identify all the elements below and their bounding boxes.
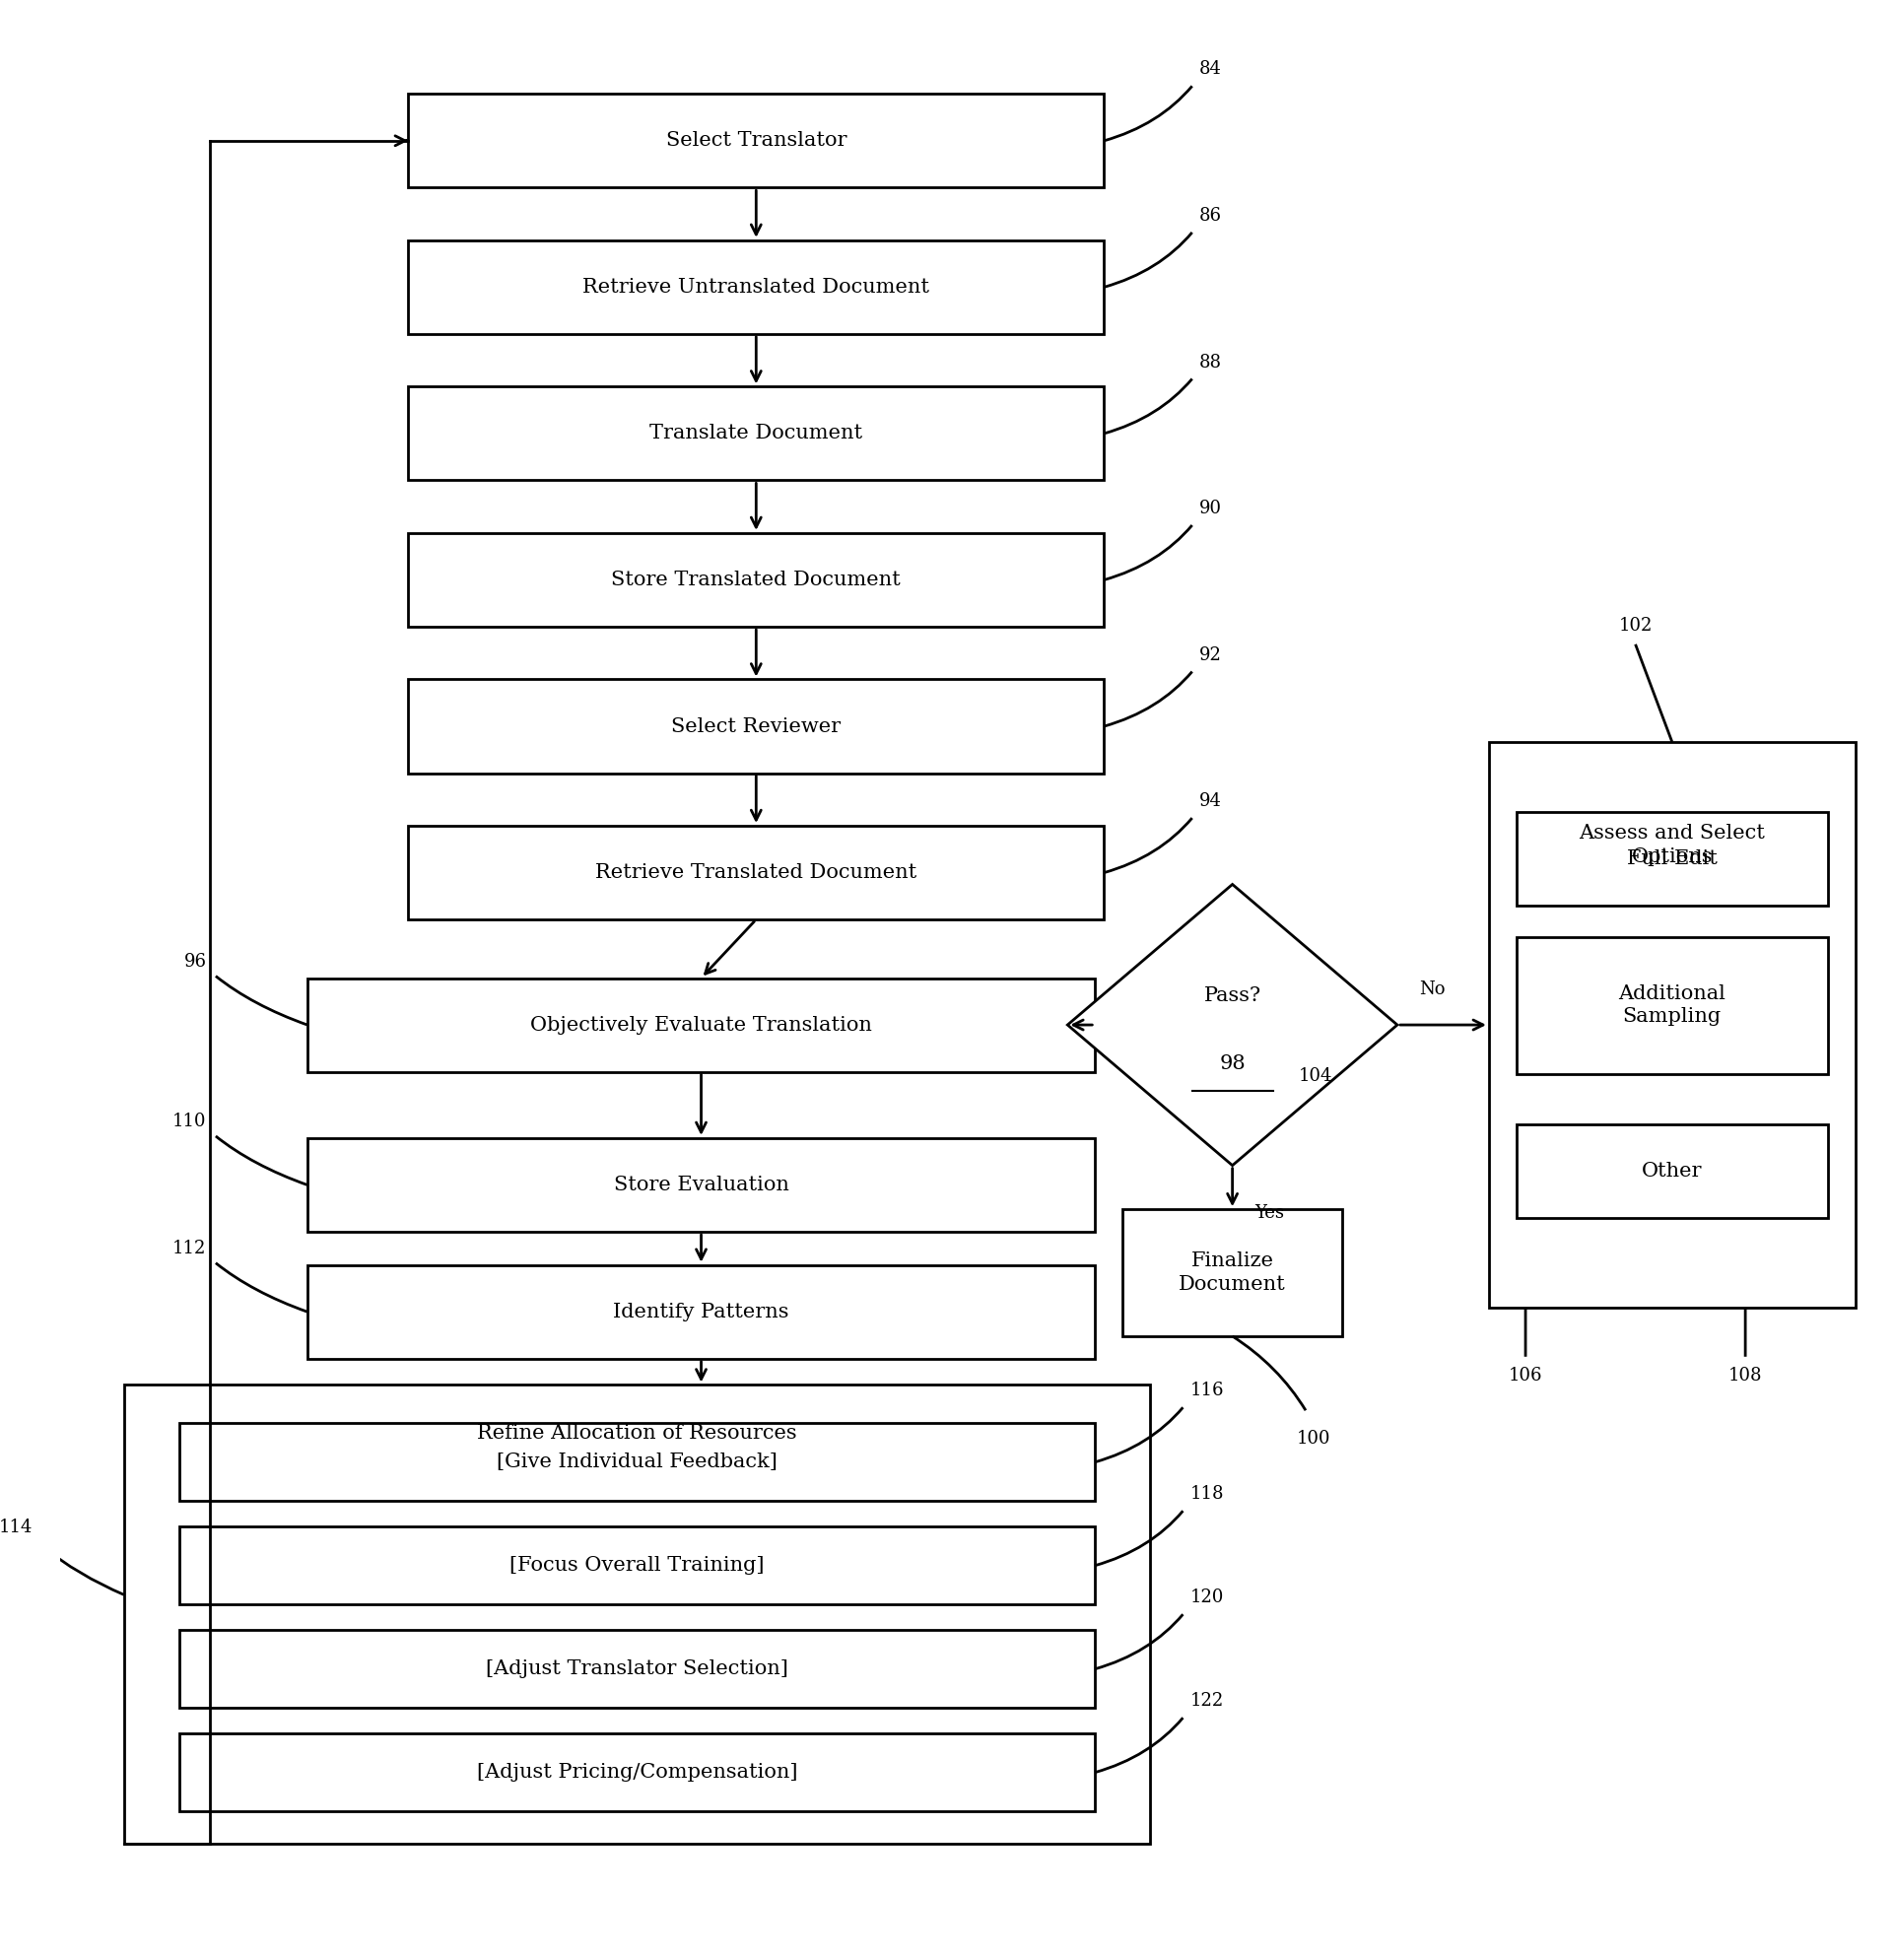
Bar: [178, 1631, 1095, 1707]
Polygon shape: [1067, 884, 1397, 1166]
Text: Pass?: Pass?: [1203, 986, 1260, 1005]
Text: Select Translator: Select Translator: [665, 131, 845, 151]
Text: 94: 94: [1200, 792, 1222, 809]
Text: 102: 102: [1618, 617, 1652, 635]
Bar: [1516, 937, 1827, 1074]
Text: Store Translated Document: Store Translated Document: [610, 570, 900, 590]
Bar: [407, 533, 1103, 627]
Text: 86: 86: [1200, 208, 1222, 225]
Text: 112: 112: [172, 1239, 207, 1256]
Text: 120: 120: [1190, 1590, 1224, 1607]
Bar: [178, 1527, 1095, 1605]
Bar: [307, 978, 1095, 1072]
Text: Retrieve Untranslated Document: Retrieve Untranslated Document: [582, 278, 929, 296]
Text: Assess and Select
Options: Assess and Select Options: [1579, 823, 1764, 866]
Bar: [178, 1423, 1095, 1501]
Text: 108: 108: [1728, 1366, 1762, 1384]
Bar: [307, 1264, 1095, 1358]
Text: [Give Individual Feedback]: [Give Individual Feedback]: [496, 1452, 777, 1472]
Bar: [407, 825, 1103, 919]
Text: [Focus Overall Training]: [Focus Overall Training]: [510, 1556, 764, 1576]
Text: 116: 116: [1190, 1382, 1224, 1399]
Text: 96: 96: [184, 953, 207, 970]
Text: No: No: [1419, 980, 1444, 1000]
Text: Additional
Sampling: Additional Sampling: [1618, 984, 1724, 1027]
Text: 100: 100: [1296, 1431, 1330, 1448]
Text: Identify Patterns: Identify Patterns: [612, 1303, 788, 1321]
Bar: [407, 94, 1103, 188]
Text: Select Reviewer: Select Reviewer: [671, 717, 841, 735]
Text: Yes: Yes: [1254, 1205, 1283, 1223]
Text: [Adjust Translator Selection]: [Adjust Translator Selection]: [485, 1660, 788, 1678]
Text: Store Evaluation: Store Evaluation: [614, 1176, 788, 1194]
Text: 104: 104: [1298, 1066, 1332, 1084]
Text: Full Edit: Full Edit: [1626, 849, 1717, 868]
Bar: [1488, 743, 1855, 1307]
Text: Finalize
Document: Finalize Document: [1179, 1252, 1285, 1294]
Text: 110: 110: [172, 1113, 207, 1131]
Bar: [407, 680, 1103, 772]
Text: 118: 118: [1190, 1486, 1224, 1503]
Text: 90: 90: [1200, 500, 1222, 517]
Text: 88: 88: [1200, 353, 1222, 370]
Text: 122: 122: [1190, 1691, 1224, 1709]
Text: Objectively Evaluate Translation: Objectively Evaluate Translation: [531, 1015, 872, 1035]
Bar: [1122, 1209, 1342, 1337]
Bar: [1516, 1125, 1827, 1217]
Text: Refine Allocation of Resources: Refine Allocation of Resources: [478, 1425, 796, 1443]
Text: 114: 114: [0, 1519, 32, 1537]
Bar: [1516, 811, 1827, 906]
Text: 84: 84: [1200, 61, 1222, 78]
Text: Retrieve Translated Document: Retrieve Translated Document: [595, 862, 917, 882]
Bar: [407, 241, 1103, 333]
Text: 92: 92: [1200, 647, 1222, 664]
Bar: [407, 386, 1103, 480]
Bar: [307, 1139, 1095, 1231]
Text: Translate Document: Translate Document: [650, 423, 862, 443]
Text: 106: 106: [1508, 1366, 1543, 1384]
Bar: [178, 1733, 1095, 1811]
Text: Other: Other: [1641, 1162, 1702, 1180]
Bar: [123, 1386, 1150, 1844]
Text: 98: 98: [1218, 1054, 1245, 1074]
Text: [Adjust Pricing/Compensation]: [Adjust Pricing/Compensation]: [476, 1764, 798, 1782]
